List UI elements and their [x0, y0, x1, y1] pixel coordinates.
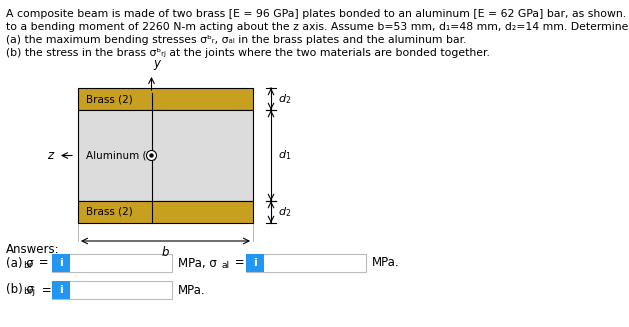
Text: $d_1$: $d_1$ — [278, 148, 291, 163]
Text: (b) the stress in the brass σᵇᵣⱼ at the joints where the two materials are bonde: (b) the stress in the brass σᵇᵣⱼ at the … — [6, 48, 490, 58]
Text: y: y — [153, 57, 160, 70]
Text: A composite beam is made of two brass [E = 96 GPa] plates bonded to an aluminum : A composite beam is made of two brass [E… — [6, 9, 629, 19]
Text: $d_2$: $d_2$ — [278, 92, 291, 106]
Text: to a bending moment of 2260 N-m acting about the z axis. Assume b=53 mm, d₁=48 m: to a bending moment of 2260 N-m acting a… — [6, 22, 629, 32]
Text: Answers:: Answers: — [6, 243, 60, 256]
Text: brj: brj — [23, 287, 35, 297]
Text: MPa.: MPa. — [178, 284, 206, 297]
Bar — [52, 281, 172, 299]
Text: i: i — [253, 258, 257, 268]
Text: i: i — [59, 285, 63, 295]
Circle shape — [150, 154, 153, 157]
Bar — [246, 254, 264, 272]
Bar — [246, 254, 366, 272]
Text: =: = — [35, 256, 48, 269]
Circle shape — [147, 150, 157, 161]
Bar — [78, 110, 253, 201]
Text: $b$: $b$ — [161, 245, 170, 259]
Text: =: = — [231, 256, 245, 269]
Text: (a) the maximum bending stresses σᵇᵣ, σₐₗ in the brass plates and the aluminum b: (a) the maximum bending stresses σᵇᵣ, σₐ… — [6, 35, 467, 45]
Text: MPa, σ: MPa, σ — [178, 256, 217, 269]
Text: MPa.: MPa. — [372, 256, 399, 269]
Text: al: al — [222, 261, 230, 269]
Text: z: z — [47, 149, 53, 162]
Bar — [78, 88, 253, 110]
Bar — [52, 254, 172, 272]
Bar — [78, 201, 253, 223]
Text: =: = — [38, 284, 52, 297]
Text: (b) σ: (b) σ — [6, 284, 34, 297]
Text: Brass (2): Brass (2) — [86, 94, 133, 104]
Text: Aluminum (1): Aluminum (1) — [86, 150, 157, 161]
Text: Brass (2): Brass (2) — [86, 207, 133, 217]
Text: $d_2$: $d_2$ — [278, 205, 291, 219]
Text: i: i — [59, 258, 63, 268]
Text: (a) σ: (a) σ — [6, 256, 33, 269]
Text: br: br — [23, 261, 33, 269]
Bar — [52, 281, 70, 299]
Bar — [52, 254, 70, 272]
